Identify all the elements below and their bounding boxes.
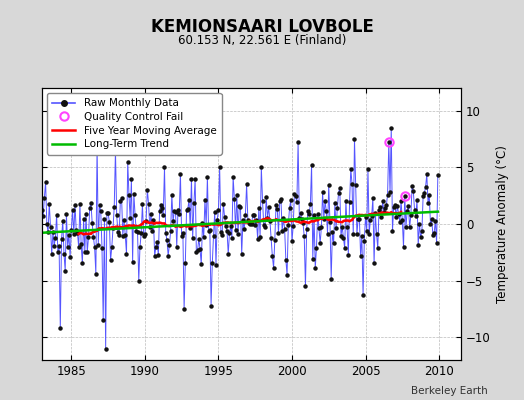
Legend: Raw Monthly Data, Quality Control Fail, Five Year Moving Average, Long-Term Tren: Raw Monthly Data, Quality Control Fail, … [47, 93, 222, 154]
Text: 60.153 N, 22.561 E (Finland): 60.153 N, 22.561 E (Finland) [178, 34, 346, 47]
Text: KEMIONSAARI LOVBOLE: KEMIONSAARI LOVBOLE [150, 18, 374, 36]
Y-axis label: Temperature Anomaly (°C): Temperature Anomaly (°C) [496, 145, 509, 303]
Text: Berkeley Earth: Berkeley Earth [411, 386, 487, 396]
